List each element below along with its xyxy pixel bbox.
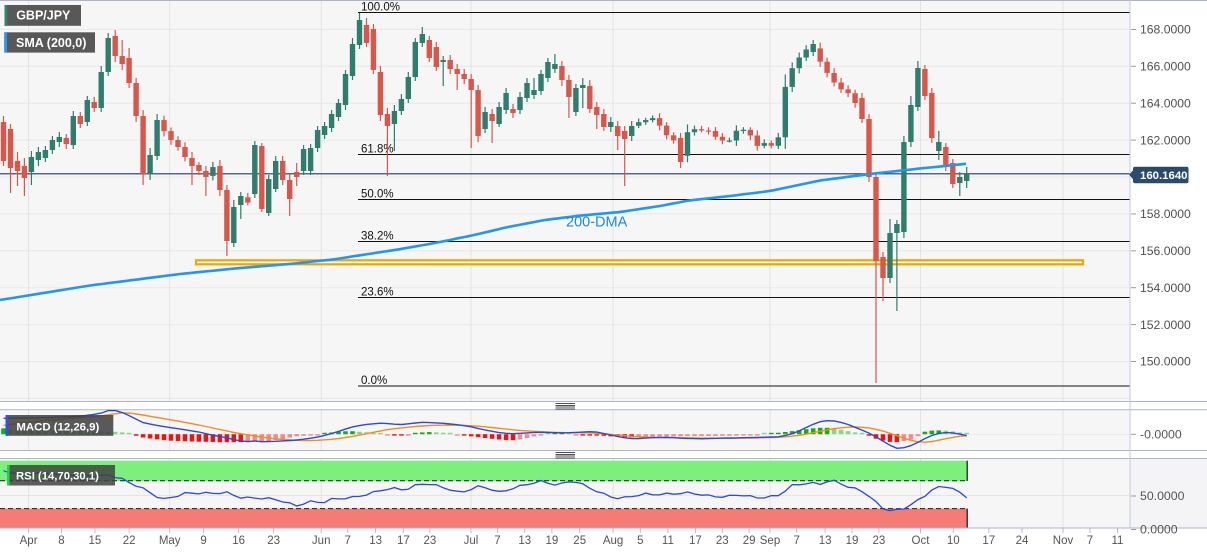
svg-text:SMA (200,0): SMA (200,0) xyxy=(16,36,86,50)
svg-text:23: 23 xyxy=(716,535,729,547)
svg-text:23.6%: 23.6% xyxy=(361,287,394,299)
svg-text:23: 23 xyxy=(873,535,886,547)
svg-text:13: 13 xyxy=(518,535,531,547)
svg-text:154.0000: 154.0000 xyxy=(1140,281,1191,295)
svg-text:166.0000: 166.0000 xyxy=(1140,60,1191,74)
svg-text:152.0000: 152.0000 xyxy=(1140,318,1191,332)
svg-text:7: 7 xyxy=(1087,535,1093,547)
svg-text:8: 8 xyxy=(58,535,64,547)
svg-text:7: 7 xyxy=(494,535,500,547)
svg-text:-0.0000: -0.0000 xyxy=(1140,428,1182,442)
svg-text:24: 24 xyxy=(1016,535,1029,547)
svg-text:Oct: Oct xyxy=(912,535,931,547)
svg-text:Apr: Apr xyxy=(20,535,38,547)
svg-text:50.0%: 50.0% xyxy=(361,189,394,201)
svg-text:7: 7 xyxy=(344,535,350,547)
svg-text:0.0%: 0.0% xyxy=(361,375,387,387)
svg-text:158.0000: 158.0000 xyxy=(1140,207,1191,221)
svg-text:38.2%: 38.2% xyxy=(361,231,394,243)
svg-text:160.1640: 160.1640 xyxy=(1140,170,1188,182)
svg-text:13: 13 xyxy=(369,535,382,547)
svg-text:Jul: Jul xyxy=(464,535,479,547)
svg-text:162.0000: 162.0000 xyxy=(1140,133,1191,147)
svg-text:19: 19 xyxy=(546,535,559,547)
svg-text:25: 25 xyxy=(573,535,586,547)
svg-text:164.0000: 164.0000 xyxy=(1140,96,1191,110)
svg-text:17: 17 xyxy=(982,535,995,547)
svg-text:5: 5 xyxy=(637,535,643,547)
svg-text:168.0000: 168.0000 xyxy=(1140,23,1191,37)
svg-text:Jun: Jun xyxy=(312,535,331,547)
svg-text:13: 13 xyxy=(819,535,832,547)
svg-text:23: 23 xyxy=(267,535,280,547)
svg-text:200-DMA: 200-DMA xyxy=(566,215,628,231)
svg-text:150.0000: 150.0000 xyxy=(1140,355,1191,369)
svg-text:29: 29 xyxy=(743,535,756,547)
svg-text:0.0000: 0.0000 xyxy=(1140,523,1178,537)
svg-text:100.0%: 100.0% xyxy=(361,2,400,14)
svg-text:MACD (12,26,9): MACD (12,26,9) xyxy=(16,422,99,434)
svg-text:Nov: Nov xyxy=(1053,535,1074,547)
svg-text:11: 11 xyxy=(1112,535,1124,547)
svg-text:17: 17 xyxy=(689,535,702,547)
svg-text:Aug: Aug xyxy=(603,535,623,547)
svg-text:19: 19 xyxy=(846,535,859,547)
svg-text:15: 15 xyxy=(89,535,102,547)
svg-text:11: 11 xyxy=(662,535,674,547)
svg-text:61.8%: 61.8% xyxy=(361,144,394,156)
svg-text:156.0000: 156.0000 xyxy=(1140,244,1191,258)
svg-text:10: 10 xyxy=(947,535,960,547)
svg-text:17: 17 xyxy=(397,535,410,547)
svg-text:May: May xyxy=(159,535,181,547)
svg-text:23: 23 xyxy=(424,535,437,547)
svg-text:9: 9 xyxy=(200,535,206,547)
svg-text:22: 22 xyxy=(123,535,136,547)
svg-text:RSI (14,70,30,1): RSI (14,70,30,1) xyxy=(16,471,99,483)
svg-text:7: 7 xyxy=(793,535,799,547)
svg-text:50.0000: 50.0000 xyxy=(1140,489,1185,503)
svg-text:Sep: Sep xyxy=(760,535,780,547)
svg-text:16: 16 xyxy=(232,535,245,547)
svg-text:GBP/JPY: GBP/JPY xyxy=(16,8,71,22)
